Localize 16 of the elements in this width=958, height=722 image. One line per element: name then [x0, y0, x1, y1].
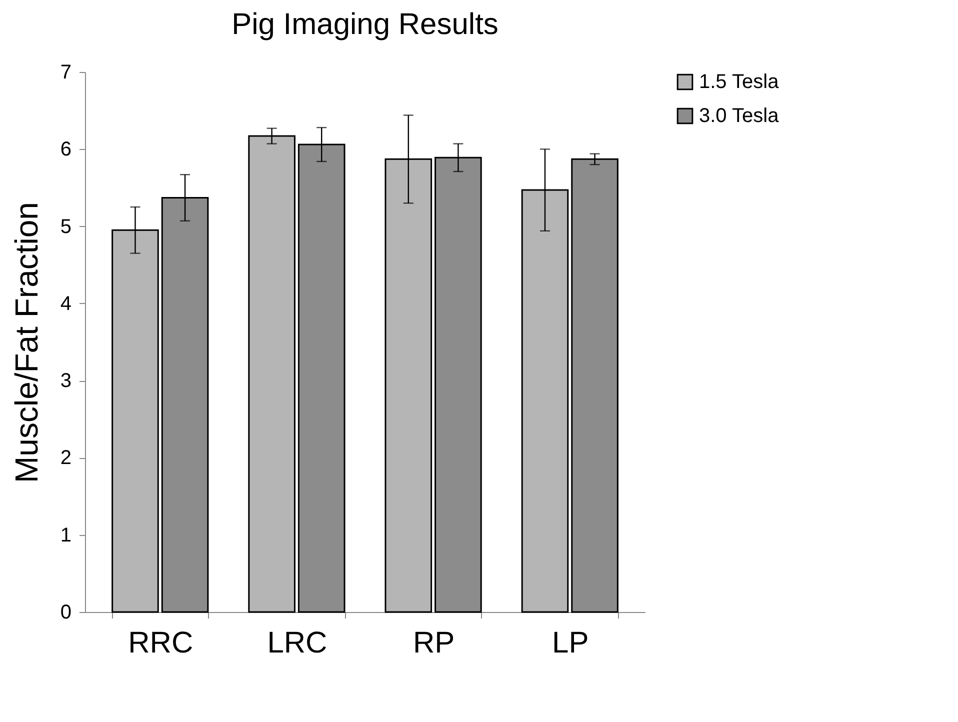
y-tick-label: 5 — [60, 216, 72, 238]
legend-label: 1.5 Tesla — [699, 71, 780, 93]
y-tick-label: 1 — [60, 524, 72, 546]
chart-title: Pig Imaging Results — [232, 8, 498, 41]
y-tick-label: 7 — [60, 62, 72, 84]
y-tick-label: 3 — [60, 370, 72, 392]
y-tick-label: 2 — [60, 447, 72, 470]
x-tick-label: RRC — [128, 626, 194, 660]
y-tick-label: 4 — [60, 292, 72, 315]
y-axis-title: Muscle/Fat Fraction — [8, 202, 44, 483]
x-tick-label: LP — [552, 626, 589, 660]
y-tick-label: 6 — [60, 138, 72, 161]
x-tick-label: LRC — [267, 626, 328, 660]
x-tick-label: RP — [412, 626, 455, 660]
legend-label: 3.0 Tesla — [699, 105, 780, 127]
y-tick-label: 0 — [60, 602, 72, 624]
